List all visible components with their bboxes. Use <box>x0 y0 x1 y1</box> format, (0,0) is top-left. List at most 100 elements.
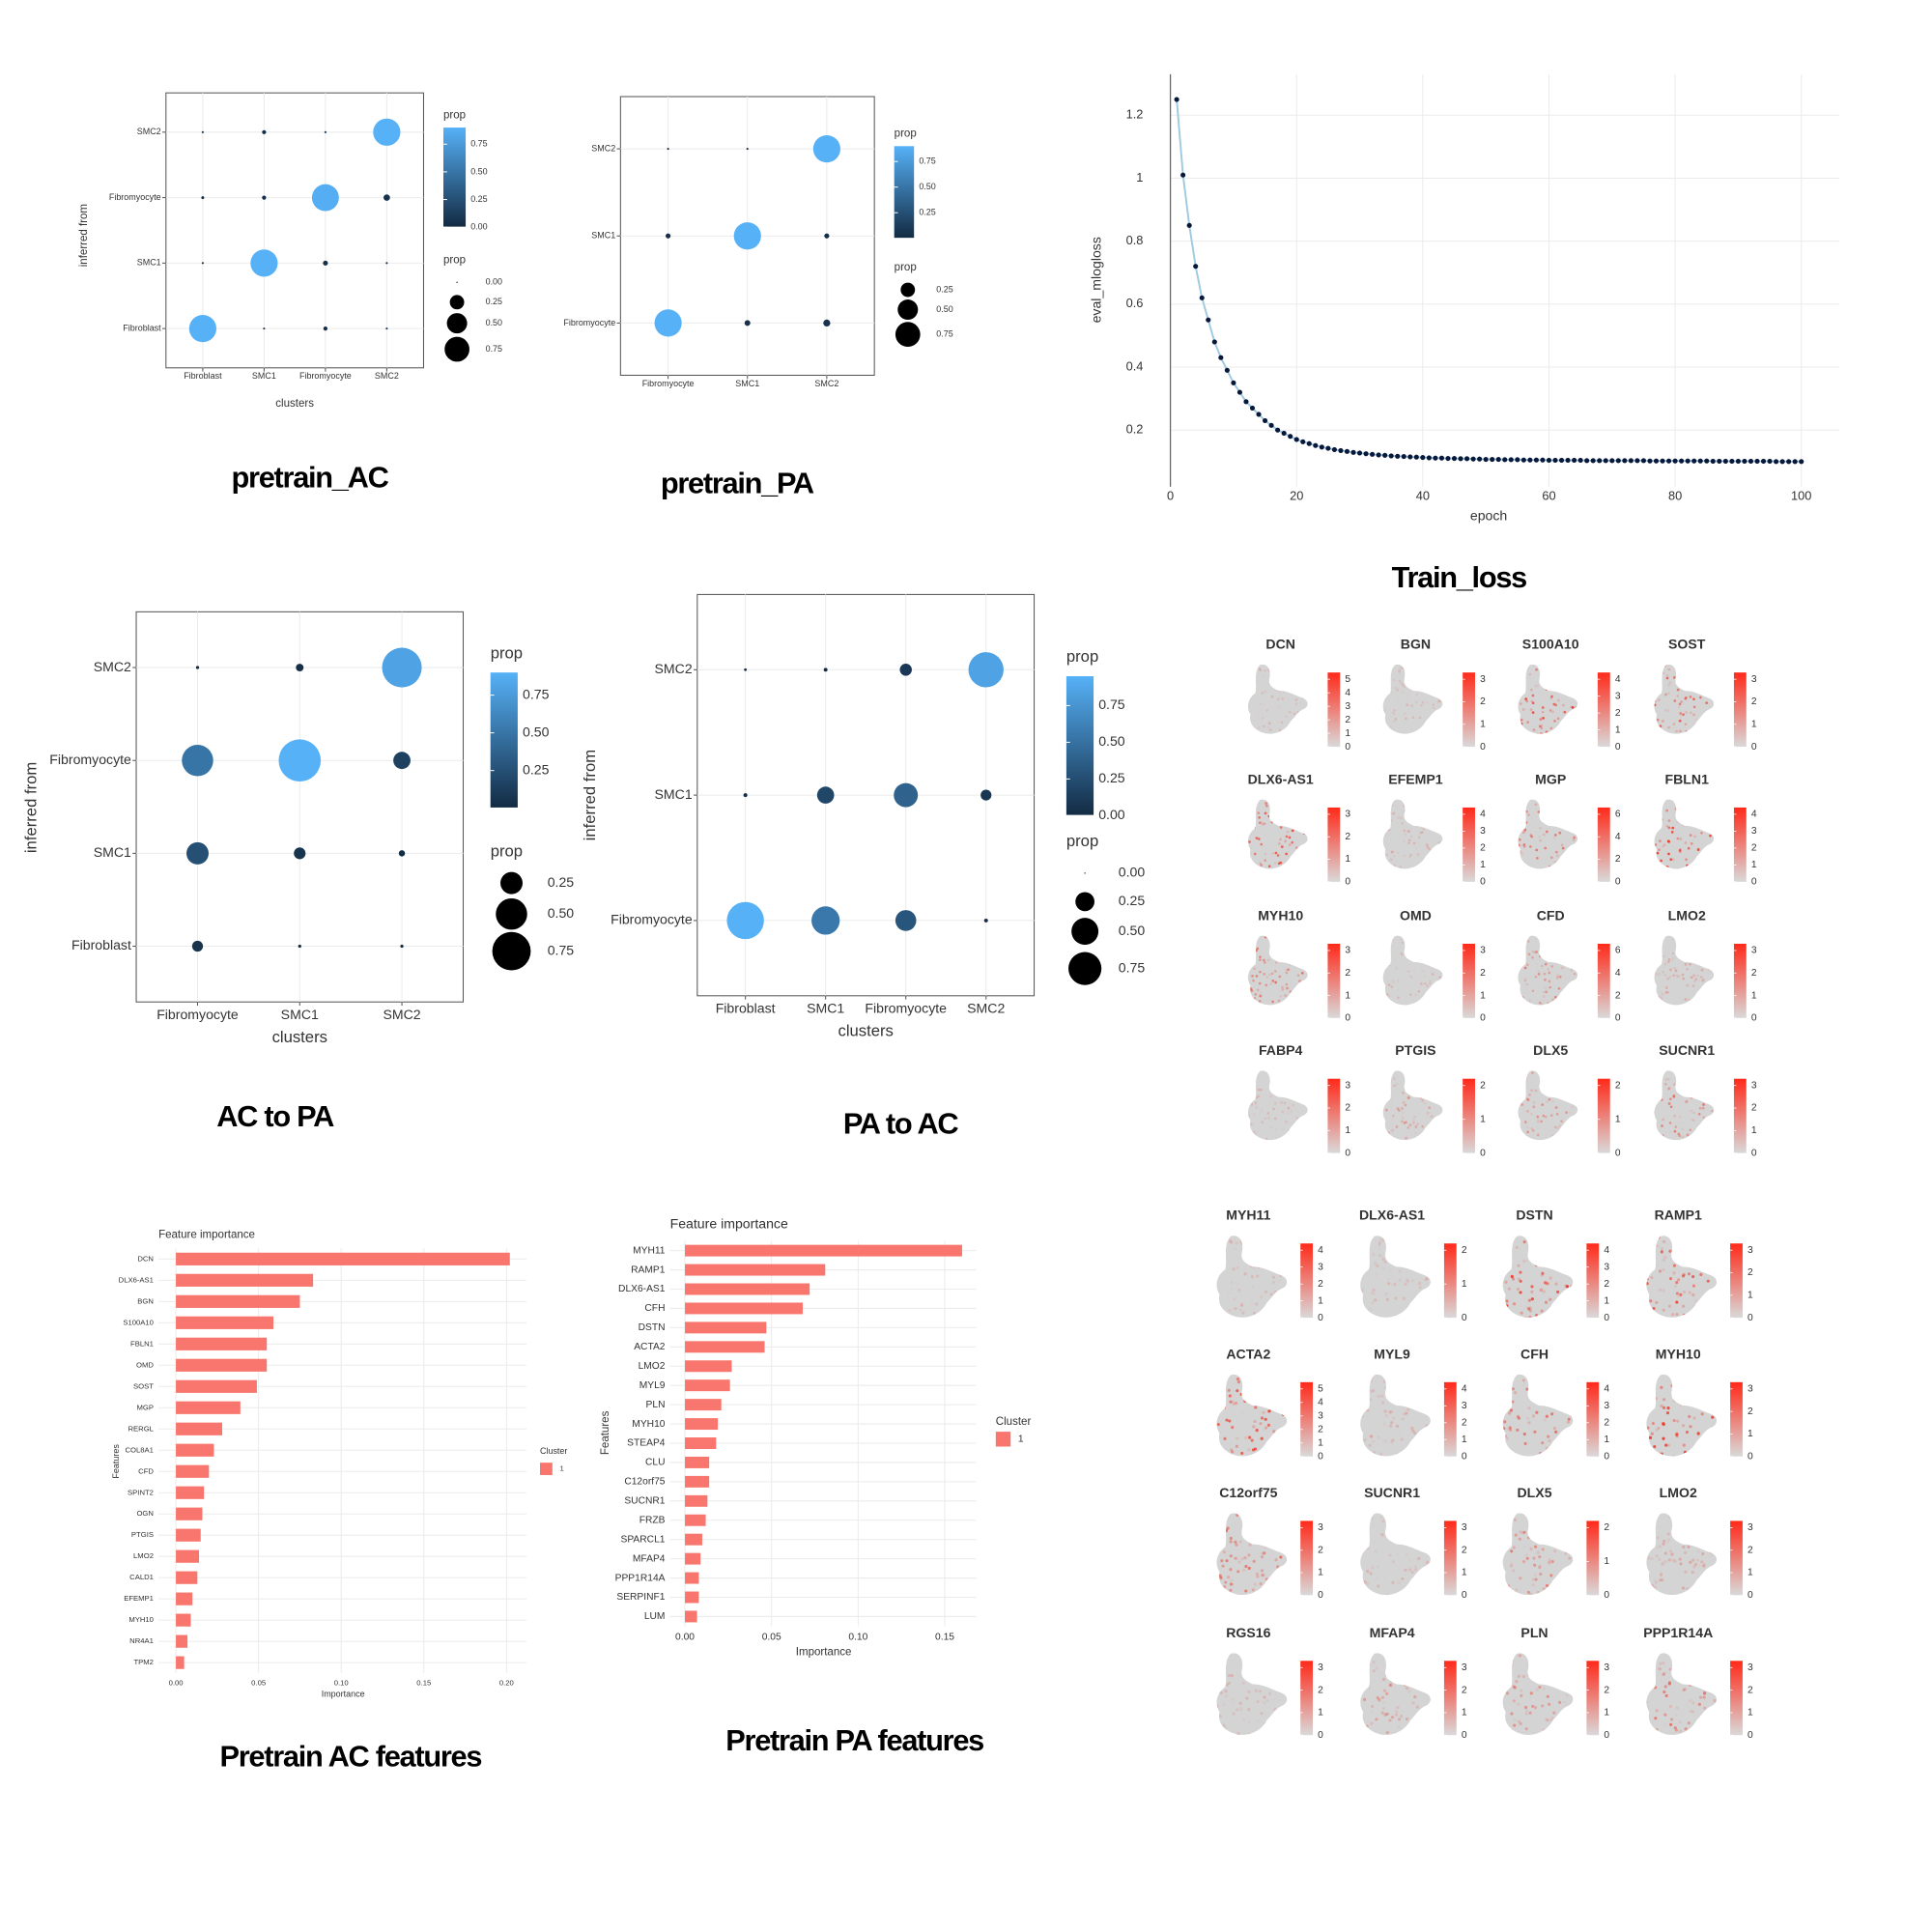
expression-speck <box>1281 1110 1285 1114</box>
expression-speck <box>1569 1111 1573 1115</box>
expression-speck <box>1407 950 1411 953</box>
expression-speck <box>1650 1529 1654 1533</box>
expression-speck <box>1672 1094 1676 1097</box>
expression-speck <box>1555 976 1559 980</box>
expression-speck <box>1233 1690 1236 1693</box>
expression-speck <box>1657 1087 1661 1091</box>
expression-speck <box>1402 1296 1406 1300</box>
expression-speck <box>1401 691 1405 695</box>
expression-speck <box>1660 1452 1664 1456</box>
bar <box>685 1533 702 1546</box>
dot <box>182 744 213 777</box>
expression-speck <box>1422 1264 1426 1267</box>
expression-speck <box>1290 819 1293 823</box>
expression-speck <box>1704 1295 1708 1299</box>
expression-speck <box>1552 1427 1556 1431</box>
colorbar-tick-label: 1 <box>1747 1568 1753 1578</box>
feature-title: MYH10 <box>1258 907 1303 923</box>
expression-speck <box>1420 731 1423 734</box>
expression-speck <box>1288 731 1292 734</box>
expression-speck <box>1564 946 1567 950</box>
expression-speck <box>1289 1076 1292 1079</box>
expression-speck <box>1423 730 1427 734</box>
expression-speck <box>1711 1109 1714 1113</box>
expression-speck <box>1261 1121 1264 1123</box>
size-key-label: 0.75 <box>548 942 575 957</box>
expression-speck <box>1274 674 1277 677</box>
expression-speck <box>1516 1101 1519 1104</box>
expression-speck <box>1550 675 1554 679</box>
expression-speck <box>1259 970 1262 974</box>
expression-speck <box>1356 1282 1359 1285</box>
loss-point <box>1722 458 1728 465</box>
expression-speck <box>1680 822 1683 825</box>
expression-speck <box>1427 677 1430 680</box>
feature-title: CFD <box>1537 907 1565 923</box>
loss-point <box>1767 458 1773 465</box>
expression-speck <box>1671 952 1675 955</box>
expression-speck <box>1681 941 1685 945</box>
expression-speck <box>1708 1435 1712 1439</box>
expression-speck <box>1254 1406 1258 1409</box>
expression-speck <box>1705 1312 1709 1316</box>
expression-speck <box>1380 1711 1384 1715</box>
expression-speck <box>1433 678 1435 682</box>
expression-speck <box>1369 1572 1373 1576</box>
expression-speck <box>1373 1594 1377 1596</box>
expression-speck <box>1259 994 1262 998</box>
expression-speck <box>1672 974 1676 978</box>
expression-speck <box>1671 956 1675 960</box>
expression-speck <box>1518 1255 1520 1258</box>
expression-speck <box>1382 1104 1385 1107</box>
loss-point <box>1565 457 1571 464</box>
expression-speck <box>1381 1707 1386 1711</box>
expression-speck <box>1695 683 1699 686</box>
expression-speck <box>1308 667 1311 669</box>
colorbar-tick-label: 3 <box>1747 1245 1753 1256</box>
expression-speck <box>1416 938 1420 942</box>
expression-speck <box>1254 1132 1258 1136</box>
expression-speck <box>1217 1314 1221 1318</box>
expression-speck <box>1697 1662 1702 1665</box>
y-axis-label: eval_mlogloss <box>1089 237 1104 323</box>
x-tick-label: Fibroblast <box>716 1001 776 1016</box>
expression-speck <box>1707 851 1710 855</box>
expression-speck <box>1385 1098 1388 1101</box>
expression-speck <box>1681 957 1685 961</box>
expression-speck <box>1280 1662 1284 1666</box>
expression-speck <box>1642 1256 1645 1259</box>
bar <box>685 1418 719 1431</box>
expression-speck <box>1248 730 1252 734</box>
expression-speck <box>1546 1091 1548 1094</box>
expression-speck <box>1264 1117 1267 1121</box>
expression-speck <box>1404 1087 1407 1090</box>
expression-speck <box>1276 1565 1280 1569</box>
expression-speck <box>1692 1253 1696 1257</box>
expression-speck <box>1570 1413 1574 1417</box>
expression-speck <box>1259 862 1263 866</box>
expression-speck <box>1545 948 1548 951</box>
expression-speck <box>1560 990 1563 993</box>
expression-speck <box>1249 665 1253 668</box>
expression-speck <box>1280 1101 1283 1104</box>
expression-speck <box>1688 1414 1691 1419</box>
expression-speck <box>1221 1248 1225 1252</box>
expression-speck <box>1690 1087 1692 1091</box>
expression-speck <box>1369 1398 1373 1402</box>
expression-speck <box>1384 1439 1388 1443</box>
expression-speck <box>1544 1300 1548 1304</box>
expression-speck <box>1545 1414 1548 1418</box>
expression-speck <box>1554 1106 1558 1109</box>
expression-speck <box>1419 1727 1423 1732</box>
expression-speck <box>1427 1094 1431 1098</box>
expression-speck <box>1420 1707 1423 1710</box>
expression-speck <box>1655 1727 1659 1732</box>
expression-speck <box>1512 1546 1516 1549</box>
expression-speck <box>1285 808 1289 811</box>
expression-speck <box>1547 968 1549 971</box>
expression-speck <box>1670 958 1674 962</box>
expression-speck <box>1658 950 1661 952</box>
expression-speck <box>1531 1583 1535 1587</box>
y-tick-label: 0.2 <box>1126 422 1144 437</box>
expression-speck <box>1654 956 1657 960</box>
